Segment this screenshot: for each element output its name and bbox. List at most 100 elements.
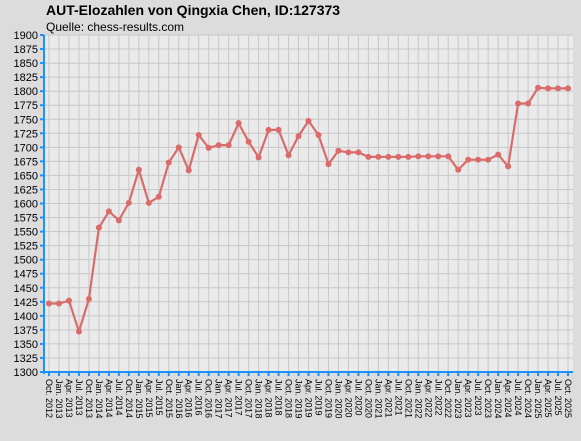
- x-tick-label: Apr. 2013: [64, 379, 74, 418]
- data-point: [375, 153, 382, 160]
- y-tick-label: 1400: [14, 311, 38, 323]
- x-tick-label: Oct. 2018: [284, 379, 294, 418]
- x-tick-label: Jul. 2025: [553, 379, 563, 416]
- x-tick-label: Oct. 2015: [164, 379, 174, 418]
- data-point: [46, 300, 52, 307]
- data-point: [155, 193, 162, 200]
- y-tick-label: 1575: [14, 213, 38, 225]
- data-point: [365, 153, 372, 160]
- data-point: [425, 153, 432, 160]
- data-point: [275, 126, 282, 133]
- x-tick-label: Jul. 2014: [114, 379, 124, 416]
- data-point: [65, 297, 72, 304]
- x-tick-label: Jan. 2019: [294, 379, 304, 419]
- data-point: [295, 133, 302, 140]
- data-point: [475, 156, 482, 163]
- x-tick-label: Apr. 2025: [543, 379, 553, 418]
- y-tick-label: 1775: [14, 100, 38, 112]
- chart-title: AUT-Elozahlen von Qingxia Chen, ID:12737…: [46, 2, 341, 18]
- data-point: [255, 154, 262, 161]
- x-tick-label: Jul. 2017: [234, 379, 244, 416]
- x-tick-label: Jan. 2018: [254, 379, 264, 419]
- data-point: [345, 149, 352, 156]
- y-tick-label: 1525: [14, 241, 38, 253]
- data-point: [195, 131, 202, 138]
- y-tick-label: 1675: [14, 156, 38, 168]
- x-tick-label: Oct. 2013: [84, 379, 94, 418]
- data-point: [565, 85, 571, 92]
- y-tick-label: 1300: [14, 367, 38, 379]
- y-tick-label: 1750: [14, 114, 38, 126]
- y-tick-label: 1550: [14, 227, 38, 239]
- x-tick-label: Oct. 2022: [443, 379, 453, 418]
- y-tick-label: 1625: [14, 184, 38, 196]
- x-tick-label: Jul. 2015: [154, 379, 164, 416]
- data-point: [235, 120, 242, 127]
- x-tick-label: Oct. 2019: [323, 379, 333, 418]
- data-point: [465, 156, 472, 163]
- y-tick-label: 1500: [14, 255, 38, 267]
- x-tick-label: Apr. 2017: [224, 379, 234, 418]
- x-tick-label: Apr. 2021: [383, 379, 393, 418]
- x-tick-label: Apr. 2016: [184, 379, 194, 418]
- data-point: [175, 144, 182, 151]
- x-tick-label: Apr. 2019: [304, 379, 314, 418]
- data-point: [105, 208, 112, 215]
- data-point: [215, 142, 222, 149]
- data-point: [205, 144, 212, 151]
- y-tick-label: 1375: [14, 325, 38, 337]
- data-point: [355, 149, 362, 156]
- y-tick-label: 1475: [14, 269, 38, 281]
- x-tick-label: Jul. 2020: [353, 379, 363, 416]
- data-point: [285, 152, 292, 159]
- data-point: [225, 142, 232, 149]
- x-tick-label: Jan. 2022: [413, 379, 423, 419]
- y-tick-label: 1350: [14, 339, 38, 351]
- data-point: [315, 131, 322, 138]
- x-tick-label: Apr. 2015: [144, 379, 154, 418]
- y-tick-label: 1600: [14, 199, 38, 211]
- data-point: [165, 159, 172, 166]
- x-tick-label: Jan. 2017: [214, 379, 224, 419]
- data-point: [55, 300, 62, 307]
- x-tick-label: Jan. 2024: [493, 379, 503, 419]
- data-point: [525, 100, 532, 107]
- y-tick-label: 1800: [14, 86, 38, 98]
- data-point: [125, 199, 132, 206]
- x-tick-label: Oct. 2021: [403, 379, 413, 418]
- x-tick-label: Oct. 2017: [244, 379, 254, 418]
- data-point: [395, 153, 402, 160]
- x-tick-label: Jul. 2024: [513, 379, 523, 416]
- x-tick-label: Jul. 2013: [74, 379, 84, 416]
- x-tick-label: Oct. 2016: [204, 379, 214, 418]
- x-tick-label: Jan. 2021: [373, 379, 383, 419]
- x-tick-label: Apr. 2022: [423, 379, 433, 418]
- y-tick-label: 1650: [14, 170, 38, 182]
- data-point: [325, 161, 332, 168]
- data-point: [545, 85, 552, 92]
- x-tick-label: Oct. 2024: [523, 379, 533, 418]
- x-tick-label: Apr. 2020: [343, 379, 353, 418]
- data-point: [305, 117, 312, 124]
- y-tick-label: 1725: [14, 128, 38, 140]
- x-tick-label: Oct. 2012: [44, 379, 54, 418]
- x-tick-label: Jul. 2019: [313, 379, 323, 416]
- x-tick-label: Apr. 2014: [104, 379, 114, 418]
- x-tick-label: Oct. 2023: [483, 379, 493, 418]
- x-tick-label: Jul. 2023: [473, 379, 483, 416]
- y-tick-label: 1425: [14, 297, 38, 309]
- data-point: [485, 156, 492, 163]
- y-tick-label: 1875: [14, 44, 38, 56]
- data-point: [85, 295, 92, 302]
- data-point: [495, 151, 502, 158]
- x-tick-label: Jul. 2016: [194, 379, 204, 416]
- x-tick-label: Oct. 2025: [563, 379, 573, 418]
- data-point: [145, 199, 152, 206]
- data-point: [95, 224, 102, 231]
- data-point: [435, 153, 442, 160]
- y-tick-label: 1325: [14, 353, 38, 365]
- x-tick-label: Jan. 2013: [54, 379, 64, 419]
- x-tick-label: Jan. 2020: [333, 379, 343, 419]
- x-tick-label: Oct. 2014: [124, 379, 134, 418]
